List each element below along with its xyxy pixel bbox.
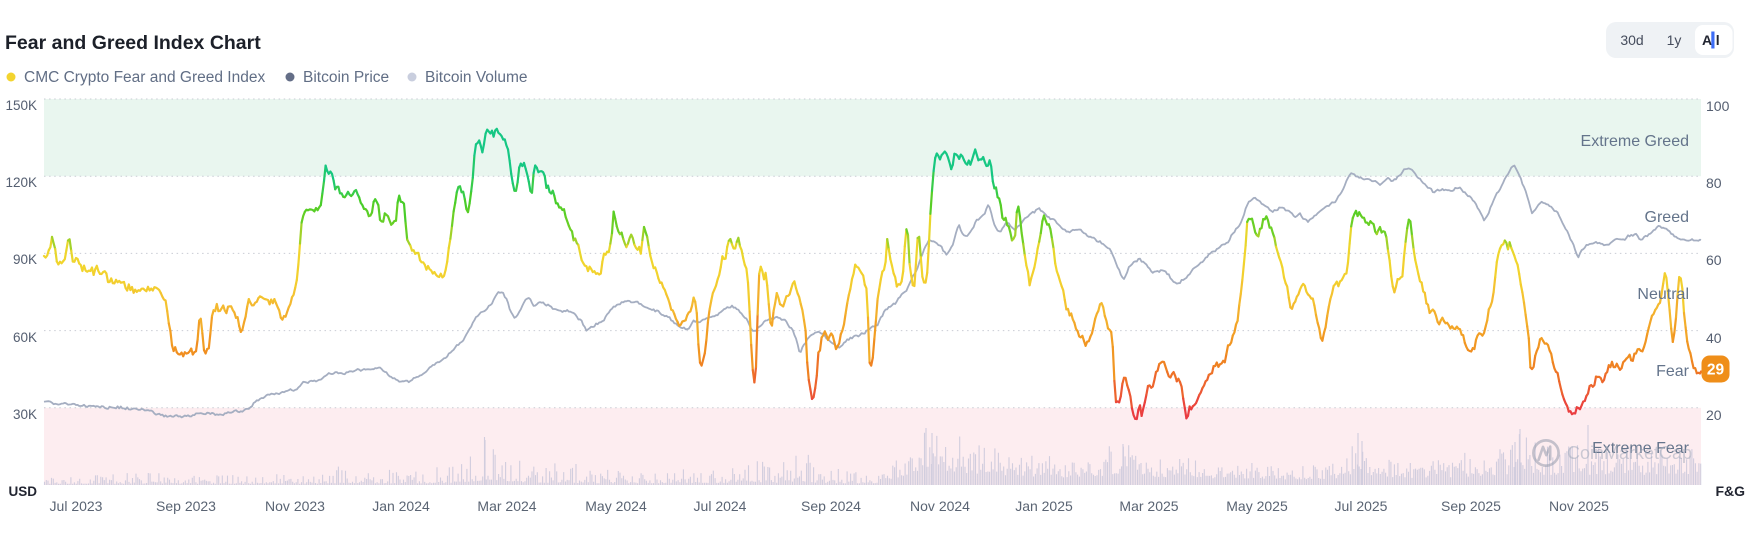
svg-text:Sep 2025: Sep 2025 [1441,498,1501,514]
svg-text:Bitcoin Volume: Bitcoin Volume [425,69,528,86]
svg-text:60: 60 [1706,252,1722,268]
svg-text:30K: 30K [13,407,37,422]
svg-text:120K: 120K [5,175,37,190]
svg-text:Sep 2023: Sep 2023 [156,498,216,514]
svg-text:F&G: F&G [1715,483,1745,499]
svg-text:Nov 2024: Nov 2024 [910,498,970,514]
svg-text:USD: USD [8,484,37,499]
svg-text:Bitcoin Price: Bitcoin Price [303,69,389,86]
svg-text:40: 40 [1706,330,1722,346]
svg-text:Greed: Greed [1645,209,1689,226]
svg-text:Fear and Greed Index Chart: Fear and Greed Index Chart [5,32,261,54]
svg-text:Sep 2024: Sep 2024 [801,498,861,514]
svg-text:80: 80 [1706,175,1722,191]
svg-text:l: l [1716,32,1720,48]
svg-text:Extreme Fear: Extreme Fear [1592,440,1690,457]
svg-text:Extreme Greed: Extreme Greed [1581,133,1689,150]
svg-text:A: A [1702,32,1712,48]
svg-text:Jan 2025: Jan 2025 [1015,498,1073,514]
svg-text:20: 20 [1706,407,1722,423]
svg-text:100: 100 [1706,98,1730,114]
svg-text:Mar 2024: Mar 2024 [477,498,536,514]
svg-text:Jul 2024: Jul 2024 [694,498,747,514]
svg-text:Jan 2024: Jan 2024 [372,498,430,514]
svg-text:Nov 2023: Nov 2023 [265,498,325,514]
svg-text:30d: 30d [1620,32,1643,48]
svg-text:Jul 2025: Jul 2025 [1335,498,1388,514]
svg-text:CMC Crypto Fear and Greed Inde: CMC Crypto Fear and Greed Index [24,69,265,86]
svg-text:29: 29 [1707,362,1725,379]
svg-text:Jul 2023: Jul 2023 [50,498,103,514]
svg-text:Mar 2025: Mar 2025 [1119,498,1178,514]
svg-text:Neutral: Neutral [1637,286,1689,303]
svg-text:150K: 150K [5,98,37,113]
svg-text:Nov 2025: Nov 2025 [1549,498,1609,514]
svg-text:May 2024: May 2024 [585,498,647,514]
svg-text:90K: 90K [13,252,37,267]
svg-text:60K: 60K [13,330,37,345]
svg-text:May 2025: May 2025 [1226,498,1288,514]
svg-text:Fear: Fear [1656,363,1690,380]
svg-text:CoinMarketCap: CoinMarketCap [1567,443,1692,463]
svg-text:1y: 1y [1667,32,1682,48]
